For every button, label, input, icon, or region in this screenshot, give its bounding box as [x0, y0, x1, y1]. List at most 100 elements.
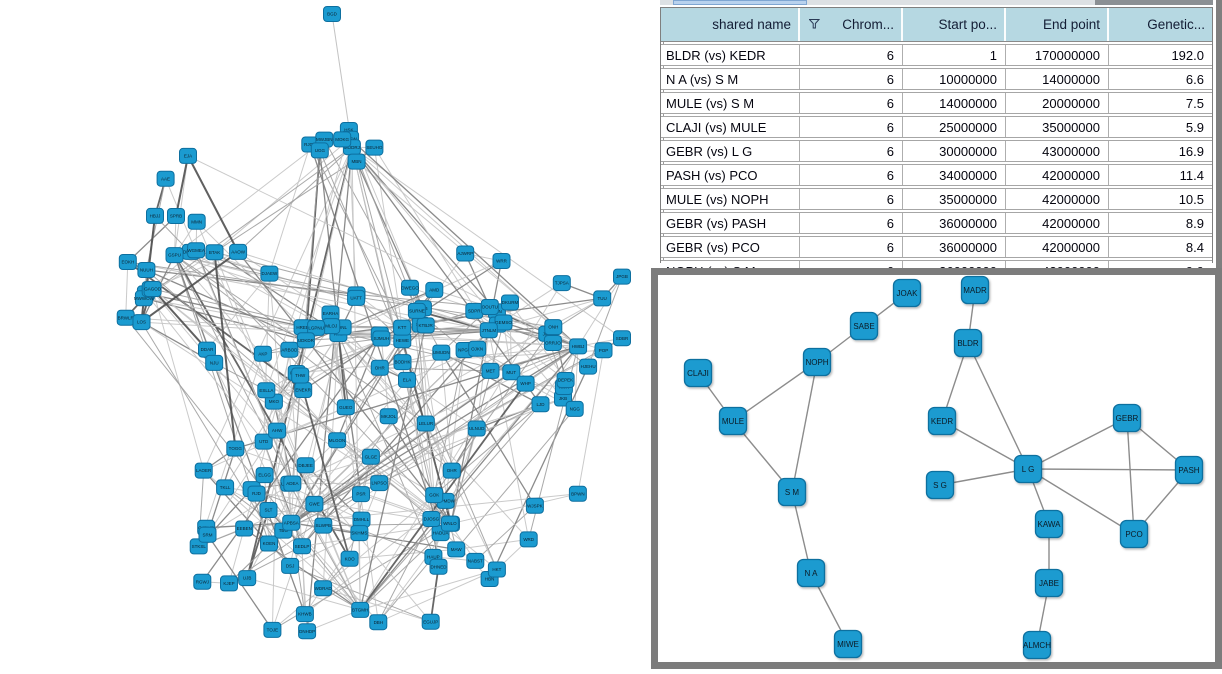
node[interactable]: GOK — [426, 488, 443, 503]
table-cell[interactable]: 42000000 — [1006, 189, 1109, 209]
network-node-NOPH[interactable]: NOPH — [804, 349, 831, 376]
node[interactable]: EJA — [180, 148, 197, 163]
column-header-chrom---[interactable]: Chrom... — [800, 8, 903, 41]
table-cell[interactable]: 6 — [800, 141, 903, 161]
network-node-CLAJI[interactable]: CLAJI — [685, 360, 712, 387]
node[interactable]: DSJ — [282, 558, 299, 573]
column-header-end-point[interactable]: End point — [1006, 8, 1109, 41]
network-node-PCO[interactable]: PCO — [1121, 521, 1148, 548]
node[interactable]: KOO — [341, 551, 358, 566]
node[interactable]: AHW — [269, 423, 286, 438]
node[interactable]: AMD — [426, 282, 443, 297]
network-node-PASH[interactable]: PASH — [1176, 457, 1203, 484]
node[interactable]: TOJE — [264, 622, 281, 637]
node[interactable]: DJOSG — [423, 512, 440, 527]
node[interactable]: TKLL — [217, 480, 234, 495]
node[interactable]: SEDLP — [294, 539, 311, 554]
node[interactable]: APBSA — [283, 515, 300, 530]
node[interactable]: NJU — [206, 355, 223, 370]
node[interactable]: WRD — [520, 532, 537, 547]
node[interactable]: EOKH — [119, 255, 136, 270]
node[interactable]: TUU — [594, 291, 611, 306]
node[interactable]: NUUH — [138, 263, 155, 278]
network-node-S G[interactable]: S G — [927, 472, 954, 499]
network-node-BLDR[interactable]: BLDR — [955, 330, 982, 357]
node[interactable]: BTAK — [206, 245, 223, 260]
node[interactable]: THW — [292, 368, 309, 383]
node[interactable]: MKJOL — [380, 409, 397, 424]
network-node-MIWE[interactable]: MIWE — [835, 631, 862, 658]
table-cell[interactable]: 192.0 — [1109, 45, 1212, 65]
table-cell[interactable]: 6.6 — [1109, 69, 1212, 89]
table-cell[interactable]: 6 — [800, 45, 903, 65]
scrollbar-thumb[interactable] — [673, 0, 807, 5]
table-cell[interactable]: 35000000 — [1006, 117, 1109, 137]
network-node-MADR[interactable]: MADR — [962, 277, 989, 304]
node[interactable]: BODHK — [394, 355, 411, 370]
table-cell[interactable]: 6 — [800, 93, 903, 113]
table-cell[interactable]: 7.5 — [1109, 93, 1212, 113]
table-cell[interactable]: GEBR (vs) L G — [661, 141, 800, 161]
node[interactable]: AJWRP — [457, 246, 474, 261]
network-node-KAWA[interactable]: KAWA — [1036, 511, 1063, 538]
node[interactable]: ESLLA — [258, 383, 275, 398]
node[interactable]: SKHMS — [351, 526, 368, 541]
node[interactable]: RJD — [248, 486, 265, 501]
node[interactable]: GLGE — [362, 449, 379, 464]
network-node-JOAK[interactable]: JOAK — [894, 280, 921, 307]
edge-BLDR-L G[interactable] — [968, 343, 1028, 469]
node[interactable]: OHR — [371, 360, 388, 375]
table-cell[interactable]: 43000000 — [1006, 141, 1109, 161]
table-cell[interactable]: 36000000 — [903, 213, 1006, 233]
node[interactable]: RGWJ — [194, 574, 211, 589]
table-cell[interactable]: 30000000 — [903, 141, 1006, 161]
table-cell[interactable]: 1 — [903, 45, 1006, 65]
node[interactable]: AKP — [254, 346, 271, 361]
node[interactable]: TJPSA — [553, 276, 570, 291]
network-node-ALMCH[interactable]: ALMCH — [1023, 632, 1051, 659]
node[interactable]: TOGG — [227, 441, 244, 456]
table-cell[interactable]: MULE (vs) S M — [661, 93, 800, 113]
node[interactable]: DKURM — [502, 295, 519, 310]
node[interactable]: DBJEE — [297, 458, 314, 473]
edge[interactable] — [269, 145, 310, 274]
node[interactable]: POP — [595, 343, 612, 358]
table-cell[interactable]: 42000000 — [1006, 165, 1109, 185]
node[interactable]: WGMEA — [187, 243, 205, 258]
column-header-shared-name[interactable]: shared name — [661, 8, 800, 41]
edge[interactable] — [126, 262, 128, 318]
node[interactable]: HJEHU — [580, 359, 597, 374]
node[interactable]: WNLO — [441, 516, 458, 531]
node[interactable]: OJKN — [469, 341, 486, 356]
node[interactable]: JPGB — [614, 269, 631, 284]
table-cell[interactable]: 42000000 — [1006, 237, 1109, 257]
node[interactable]: WJSPK — [526, 498, 543, 513]
node[interactable]: KOEN — [261, 536, 278, 551]
edge[interactable] — [350, 139, 578, 347]
node[interactable]: KTBJR — [417, 318, 434, 333]
node[interactable]: ELA — [399, 372, 416, 387]
node[interactable]: LAOER — [195, 463, 212, 478]
table-cell[interactable]: 6 — [800, 213, 903, 233]
node[interactable]: BGD — [324, 7, 341, 22]
table-cell[interactable]: 10000000 — [903, 69, 1006, 89]
node[interactable]: ORRJO — [544, 336, 561, 351]
table-cell[interactable]: 10.5 — [1109, 189, 1212, 209]
node[interactable]: GWE — [306, 496, 323, 511]
node[interactable]: UATT — [348, 290, 365, 305]
network-node-JABE[interactable]: JABE — [1036, 570, 1063, 597]
node[interactable]: SDPR — [466, 303, 483, 318]
table-cell[interactable]: BLDR (vs) KEDR — [661, 45, 800, 65]
node[interactable]: HKT — [488, 562, 505, 577]
network-node-GEBR[interactable]: GEBR — [1114, 405, 1141, 432]
node[interactable]: LELUR — [417, 416, 434, 431]
node[interactable]: NGG — [566, 401, 583, 416]
network-node-KEDR[interactable]: KEDR — [929, 408, 956, 435]
node[interactable]: MET — [482, 363, 499, 378]
